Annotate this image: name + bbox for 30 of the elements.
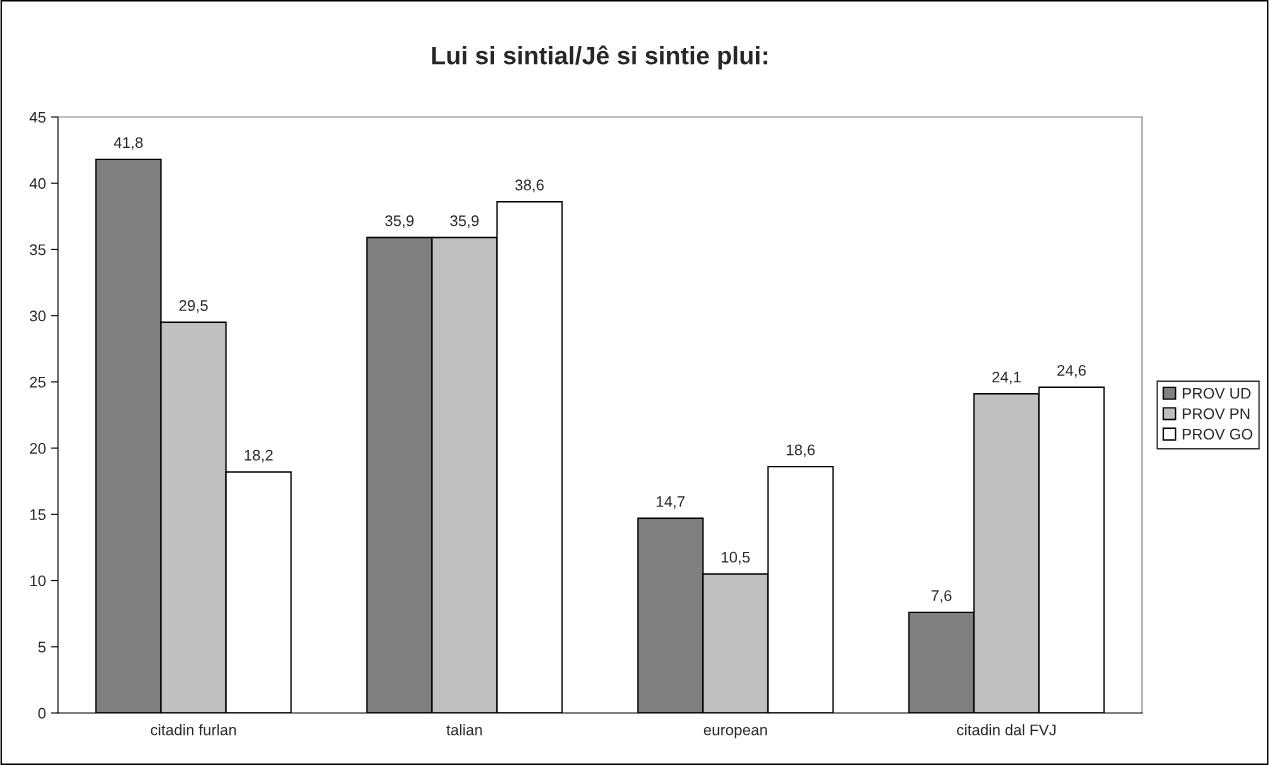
x-tick-label: citadin dal FVJ <box>957 724 1056 736</box>
y-tick-label: 45 <box>29 112 46 123</box>
y-tick-label: 15 <box>30 509 46 521</box>
data-label: 24,6 <box>1057 365 1086 378</box>
data-label: 18,6 <box>786 444 815 458</box>
y-tick-label: 20 <box>29 442 46 454</box>
data-label: 18,2 <box>244 449 273 463</box>
data-label: 41,8 <box>113 137 143 150</box>
data-label: 24,1 <box>992 371 1021 385</box>
legend-label: PROV GO <box>1182 428 1253 440</box>
legend-label: PROV UD <box>1182 387 1251 399</box>
x-tick-label: european <box>703 726 767 739</box>
y-tick-label: 40 <box>29 178 46 189</box>
data-label: 29,5 <box>179 300 208 313</box>
y-tick-label: 35 <box>29 244 46 256</box>
data-label: 38,6 <box>515 179 544 193</box>
x-tick-label: citadin furlan <box>150 724 236 736</box>
y-tick-label: 0 <box>38 707 46 719</box>
data-label: 35,9 <box>450 215 479 228</box>
data-label: 7,6 <box>931 590 952 603</box>
y-tick-label: 5 <box>38 641 46 653</box>
data-label: 10,5 <box>721 551 750 565</box>
data-label: 35,9 <box>385 215 414 228</box>
y-tick-label: 25 <box>29 376 46 388</box>
y-tick-label: 10 <box>30 575 46 587</box>
legend-label: PROV PN <box>1182 408 1250 420</box>
data-label: 14,7 <box>656 496 685 509</box>
x-tick-label: talian <box>446 724 482 736</box>
y-tick-label: 30 <box>29 310 46 322</box>
chart-title: Lui si sintial/Jê si sintie plui: <box>432 45 768 70</box>
